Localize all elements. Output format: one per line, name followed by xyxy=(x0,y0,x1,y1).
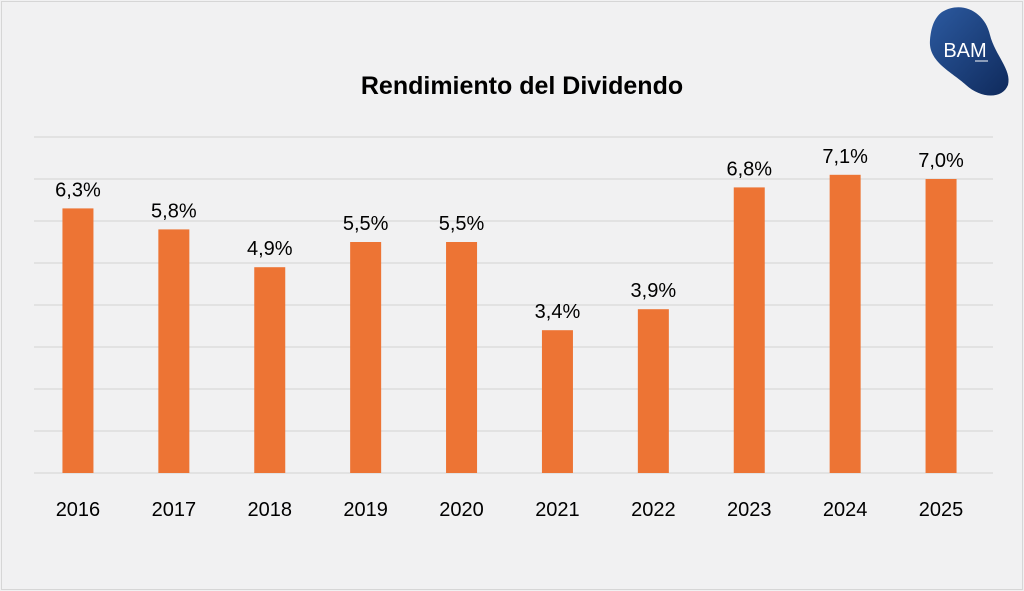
chart-title: Rendimiento del Dividendo xyxy=(360,72,684,100)
data-label-2025: 7,0% xyxy=(918,150,964,172)
bar-2016 xyxy=(62,208,94,473)
bar-2018 xyxy=(254,267,286,473)
data-label-2019: 5,5% xyxy=(343,213,389,235)
bar-2023 xyxy=(733,187,765,473)
bar-2019 xyxy=(350,242,382,473)
x-tick-label-2023: 2023 xyxy=(727,499,772,521)
x-tick-label-2024: 2024 xyxy=(823,499,868,521)
x-tick-label-2021: 2021 xyxy=(535,499,580,521)
x-tick-label-2025: 2025 xyxy=(919,499,964,521)
data-label-2018: 4,9% xyxy=(247,238,293,260)
data-label-2020: 5,5% xyxy=(439,213,485,235)
data-label-2016: 6,3% xyxy=(55,179,101,201)
x-tick-label-2016: 2016 xyxy=(56,499,101,521)
data-label-2023: 6,8% xyxy=(726,158,772,180)
x-tick-label-2020: 2020 xyxy=(439,499,484,521)
x-tick-label-2022: 2022 xyxy=(631,499,676,521)
data-label-2022: 3,9% xyxy=(631,280,677,302)
bar-2021 xyxy=(541,330,573,473)
bar-2024 xyxy=(829,174,861,474)
x-tick-label-2019: 2019 xyxy=(343,499,388,521)
data-label-2017: 5,8% xyxy=(151,200,197,222)
data-label-2024: 7,1% xyxy=(822,146,868,168)
bar-2022 xyxy=(637,309,669,473)
x-tick-label-2018: 2018 xyxy=(248,499,293,521)
bar-2020 xyxy=(446,242,478,473)
x-tick-label-2017: 2017 xyxy=(152,499,197,521)
bar-2017 xyxy=(158,229,190,473)
bar-2025 xyxy=(925,179,957,473)
data-label-2021: 3,4% xyxy=(535,301,581,323)
